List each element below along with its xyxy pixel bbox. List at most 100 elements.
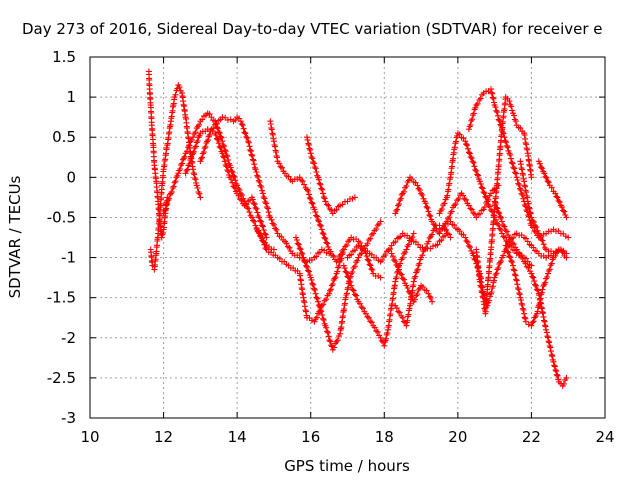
interpolated-points [315, 176, 328, 202]
interpolated-points [172, 85, 181, 98]
interpolated-points [334, 249, 346, 275]
interpolated-points [210, 116, 224, 132]
interpolated-points [492, 200, 505, 221]
interpolated-points [525, 200, 534, 217]
y-tick-label: 0.5 [52, 128, 76, 146]
interpolated-points [283, 240, 294, 255]
data-point [491, 274, 498, 281]
interpolated-points [503, 245, 516, 265]
interpolated-points [298, 177, 309, 191]
x-tick-label: 22 [522, 428, 541, 446]
data-series [392, 174, 502, 237]
interpolated-points [475, 207, 485, 218]
interpolated-points [176, 153, 188, 174]
data-point [528, 174, 535, 181]
data-point [510, 262, 516, 269]
data-point [414, 182, 421, 189]
interpolated-points [559, 204, 569, 218]
data-point [429, 298, 436, 305]
data-point [550, 358, 557, 365]
interpolated-points [516, 232, 525, 239]
data-point [256, 214, 263, 221]
interpolated-points [199, 112, 209, 123]
interpolated-points [253, 169, 266, 194]
y-tick-label: -1 [61, 249, 76, 267]
interpolated-points [456, 228, 467, 238]
data-point [473, 102, 480, 109]
interpolated-points [495, 127, 505, 170]
interpolated-points [220, 142, 232, 167]
interpolated-points [525, 321, 532, 328]
interpolated-points [346, 243, 360, 259]
interpolated-points [511, 112, 519, 125]
interpolated-points [442, 220, 451, 228]
interpolated-points [148, 249, 156, 266]
interpolated-points [260, 194, 273, 219]
data-point [377, 334, 384, 341]
data-point [543, 326, 550, 333]
data-series [293, 218, 384, 353]
interpolated-points [371, 324, 383, 339]
interpolated-points [306, 256, 315, 264]
interpolated-points [323, 201, 335, 213]
data-point [499, 230, 505, 237]
grid-lines [90, 57, 605, 418]
data-point [484, 198, 491, 205]
interpolated-points [146, 71, 153, 89]
interpolated-points [161, 191, 173, 214]
data-point [322, 198, 329, 205]
data-point [392, 278, 399, 285]
interpolated-points [447, 149, 457, 178]
interpolated-points [389, 282, 398, 308]
data-point [488, 190, 494, 197]
y-tick-label: -2 [61, 329, 76, 347]
interpolated-points [381, 330, 391, 346]
y-axis-ticks: 1.5 1 0.5 0 -0.5 -1 -1.5 -2 -2.5 -3 [47, 48, 605, 427]
x-tick-label: 14 [228, 428, 247, 446]
interpolated-points [389, 253, 401, 270]
interpolated-points [199, 128, 209, 135]
data-point [340, 246, 347, 253]
interpolated-points [408, 176, 419, 186]
data-point [451, 202, 458, 209]
data-point [563, 254, 570, 261]
data-point [563, 374, 570, 381]
data-point [499, 218, 505, 225]
data-point [311, 318, 318, 325]
interpolated-points [267, 121, 277, 142]
y-tick-label: 1.5 [52, 48, 76, 66]
interpolated-points [363, 253, 376, 273]
interpolated-points [529, 313, 539, 326]
interpolated-points [190, 170, 200, 186]
interpolated-points [434, 232, 448, 248]
interpolated-points [222, 114, 234, 123]
data-point [462, 138, 469, 145]
interpolated-points [444, 176, 453, 199]
interpolated-points [445, 204, 456, 222]
interpolated-points [407, 282, 417, 307]
y-tick-label: -3 [61, 409, 76, 427]
data-point [476, 278, 483, 285]
interpolated-points [488, 89, 497, 106]
interpolated-points [411, 256, 424, 282]
interpolated-points [339, 198, 348, 208]
interpolated-points [411, 285, 423, 303]
interpolated-points [412, 239, 426, 251]
interpolated-points [213, 132, 225, 155]
data-point [528, 270, 535, 277]
interpolated-points [552, 248, 561, 259]
data-point [381, 342, 388, 349]
interpolated-points [481, 292, 490, 307]
interpolated-points [540, 274, 551, 289]
interpolated-points [510, 266, 523, 298]
data-point [248, 214, 255, 221]
data-point [362, 310, 369, 317]
x-tick-label: 16 [301, 428, 320, 446]
interpolated-points [271, 142, 281, 161]
interpolated-points [542, 173, 552, 186]
interpolated-points [463, 141, 475, 162]
interpolated-points [228, 176, 239, 195]
interpolated-points [489, 185, 500, 194]
interpolated-points [537, 232, 548, 251]
data-point [522, 318, 529, 325]
